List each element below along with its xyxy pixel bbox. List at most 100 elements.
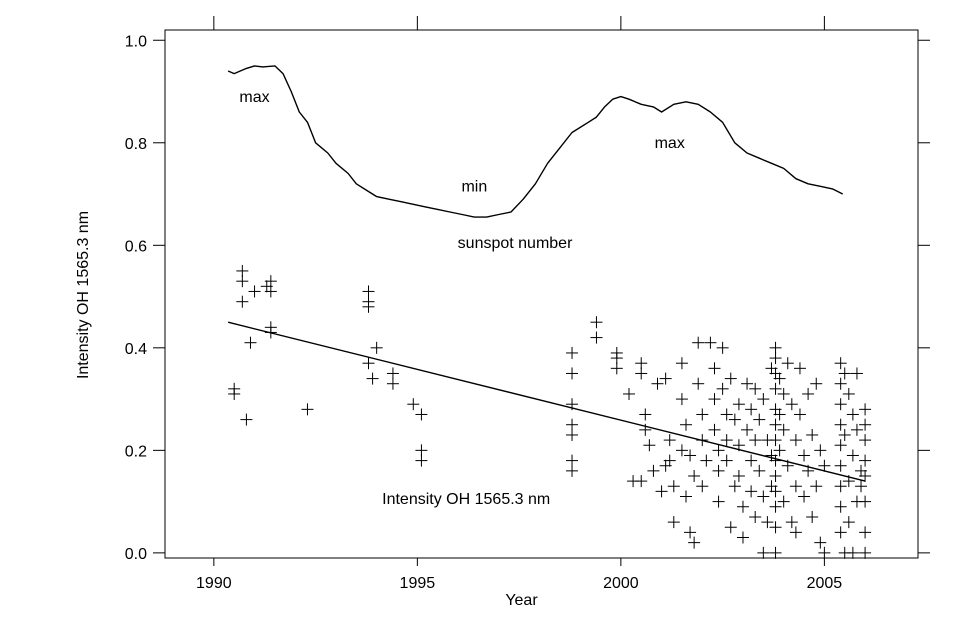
scatter-point xyxy=(842,387,855,400)
scatter-point xyxy=(842,475,855,488)
scatter-point xyxy=(789,526,802,539)
scatter-point xyxy=(838,367,851,380)
scatter-point xyxy=(810,377,823,390)
scatter-point xyxy=(244,336,257,349)
scatter-point xyxy=(663,434,676,447)
x-axis-label: Year xyxy=(505,592,538,609)
scatter-point xyxy=(712,495,725,508)
scatter-point xyxy=(712,444,725,457)
scatter-point xyxy=(846,449,859,462)
scatter-point xyxy=(757,546,770,559)
scatter-point xyxy=(566,367,579,380)
chart-data-group xyxy=(227,65,872,559)
scatter-point xyxy=(777,387,790,400)
scatter-point xyxy=(834,357,847,370)
scatter-point xyxy=(610,362,623,375)
scatter-point xyxy=(789,434,802,447)
scatter-point xyxy=(415,444,428,457)
scatter-point xyxy=(741,423,754,436)
scatter-point xyxy=(264,285,277,298)
scatter-point xyxy=(720,434,733,447)
scatter-point xyxy=(745,485,758,498)
annotation-label: max xyxy=(655,135,685,152)
scatter-point xyxy=(834,398,847,411)
scatter-point xyxy=(679,490,692,503)
scatter-point xyxy=(635,475,648,488)
scatter-point xyxy=(728,480,741,493)
scatter-point xyxy=(859,454,872,467)
scatter-point xyxy=(708,393,721,406)
x-tick-label: 1990 xyxy=(196,575,232,592)
scatter-point xyxy=(834,480,847,493)
annotation-label: min xyxy=(461,178,487,195)
scatter-point xyxy=(769,418,782,431)
scatter-point xyxy=(814,536,827,549)
scatter-point xyxy=(386,367,399,380)
scatter-point xyxy=(728,413,741,426)
scatter-point xyxy=(732,398,745,411)
scatter-point xyxy=(566,418,579,431)
scatter-point xyxy=(240,413,253,426)
scatter-point xyxy=(639,408,652,421)
scatter-point xyxy=(769,382,782,395)
scatter-point xyxy=(753,413,766,426)
scatter-point xyxy=(635,367,648,380)
scatter-point xyxy=(696,434,709,447)
y-tick-label: 0.6 xyxy=(125,238,147,255)
scatter-point xyxy=(362,300,375,313)
scatter-point xyxy=(716,341,729,354)
scatter-point xyxy=(651,377,664,390)
scatter-point xyxy=(264,275,277,288)
scatter-point xyxy=(781,459,794,472)
scatter-point xyxy=(407,398,420,411)
scatter-point xyxy=(696,480,709,493)
scatter-point xyxy=(769,469,782,482)
scatter-point xyxy=(732,439,745,452)
scatter-point xyxy=(859,469,872,482)
scatter-point xyxy=(716,382,729,395)
annotation-label: Intensity OH 1565.3 nm xyxy=(382,491,550,508)
scatter-point xyxy=(639,423,652,436)
scatter-point xyxy=(415,454,428,467)
scatter-point xyxy=(834,439,847,452)
x-tick-label: 2005 xyxy=(807,575,843,592)
scatter-point xyxy=(806,510,819,523)
scatter-point xyxy=(663,454,676,467)
scatter-point xyxy=(846,408,859,421)
scatter-point xyxy=(228,387,241,400)
scatter-point xyxy=(834,459,847,472)
scatter-point xyxy=(773,372,786,385)
scatter-point xyxy=(362,357,375,370)
scatter-point xyxy=(655,485,668,498)
scatter-point xyxy=(700,454,713,467)
scatter-point xyxy=(610,352,623,365)
scatter-point xyxy=(366,372,379,385)
scatter-point xyxy=(659,372,672,385)
scatter-point xyxy=(769,521,782,534)
scatter-point xyxy=(781,357,794,370)
scatter-point xyxy=(724,521,737,534)
scatter-point xyxy=(818,459,831,472)
scatter-point xyxy=(736,500,749,513)
scatter-point xyxy=(643,439,656,452)
scatter-point xyxy=(850,423,863,436)
x-tick-label: 1995 xyxy=(400,575,436,592)
scatter-point xyxy=(777,423,790,436)
scatter-point xyxy=(777,495,790,508)
scatter-point xyxy=(566,398,579,411)
scatter-point xyxy=(667,480,680,493)
scatter-point xyxy=(370,341,383,354)
trend-line xyxy=(227,321,866,482)
scatter-point xyxy=(566,454,579,467)
scatter-point xyxy=(635,357,648,370)
scatter-point xyxy=(838,428,851,441)
scatter-point xyxy=(855,480,868,493)
scatter-point xyxy=(386,377,399,390)
scatter-point xyxy=(802,464,815,477)
scatter-point xyxy=(736,531,749,544)
scatter-point xyxy=(704,336,717,349)
scatter-point xyxy=(708,362,721,375)
scatter-point xyxy=(623,387,636,400)
scatter-point xyxy=(675,357,688,370)
scatter-point xyxy=(859,546,872,559)
